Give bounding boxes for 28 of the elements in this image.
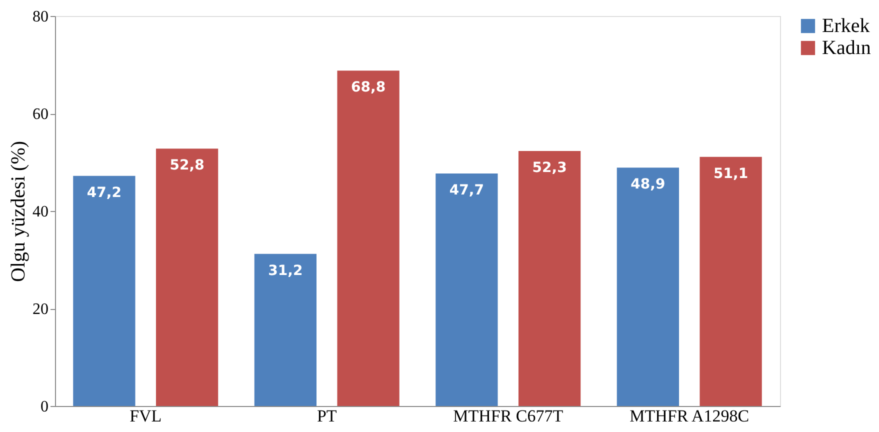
bar xyxy=(436,173,498,406)
x-tick-label: MTHFR A1298C xyxy=(630,406,750,426)
data-label: 52,3 xyxy=(532,160,567,176)
y-tick-label: 0 xyxy=(40,398,48,416)
legend-label: Erkek xyxy=(822,15,870,37)
data-label: 48,9 xyxy=(630,176,666,193)
bar xyxy=(337,70,400,406)
x-tick-label: FVL xyxy=(130,406,162,426)
y-tick-label: 40 xyxy=(32,204,48,220)
y-tick-label: 60 xyxy=(32,106,48,123)
data-label: 52,8 xyxy=(170,158,204,174)
bar xyxy=(156,148,218,406)
bar xyxy=(518,151,581,406)
bar xyxy=(700,156,762,406)
bar xyxy=(254,254,317,406)
legend-label: Kadın xyxy=(822,37,871,59)
bar xyxy=(616,168,680,406)
x-tick-label: PT xyxy=(316,406,338,426)
x-tick-label: MTHFR C677T xyxy=(453,406,564,426)
y-tick-label: 20 xyxy=(32,301,48,318)
data-label: 68,8 xyxy=(351,80,386,96)
bar xyxy=(73,176,136,406)
data-label: 47,7 xyxy=(449,182,484,198)
y-tick-label: 80 xyxy=(32,8,48,26)
data-label: 31,2 xyxy=(268,262,303,279)
data-label: 51,1 xyxy=(714,166,748,182)
y-axis-title: Olgu yüzdesi (%) xyxy=(8,140,30,282)
data-label: 47,2 xyxy=(86,184,122,201)
